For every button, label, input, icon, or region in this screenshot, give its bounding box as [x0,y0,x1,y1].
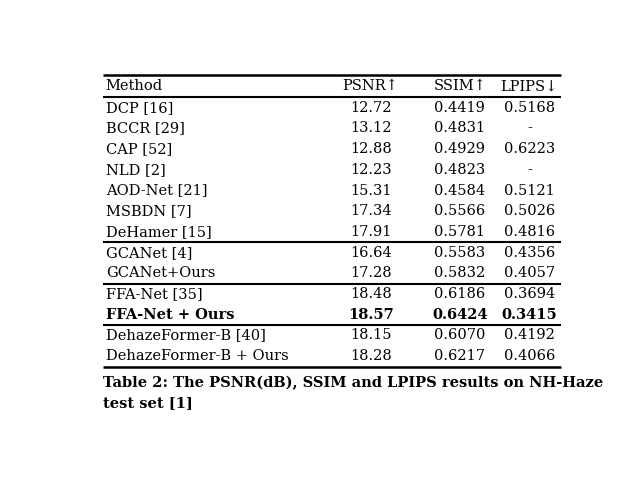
Text: 18.28: 18.28 [350,349,392,363]
Text: GCANet+Ours: GCANet+Ours [106,266,215,280]
Text: 17.34: 17.34 [350,204,392,218]
Text: 18.57: 18.57 [348,308,394,322]
Text: 13.12: 13.12 [350,122,392,135]
Text: DehazeFormer-B [40]: DehazeFormer-B [40] [106,329,266,343]
Text: 0.4584: 0.4584 [435,184,486,198]
Text: FFA-Net [35]: FFA-Net [35] [106,287,202,301]
Text: 18.48: 18.48 [350,287,392,301]
Text: -: - [527,163,532,177]
Text: 0.3694: 0.3694 [504,287,555,301]
Text: 12.72: 12.72 [350,101,392,115]
Text: 15.31: 15.31 [350,184,392,198]
Text: 0.6424: 0.6424 [432,308,488,322]
Text: 0.3415: 0.3415 [502,308,557,322]
Text: 0.5583: 0.5583 [435,246,486,259]
Text: 0.4929: 0.4929 [435,142,485,156]
Text: 0.5121: 0.5121 [504,184,555,198]
Text: DeHamer [15]: DeHamer [15] [106,225,212,239]
Text: 0.4419: 0.4419 [435,101,485,115]
Text: DehazeFormer-B + Ours: DehazeFormer-B + Ours [106,349,289,363]
Text: 12.23: 12.23 [350,163,392,177]
Text: 0.4192: 0.4192 [504,329,555,343]
Text: 0.5566: 0.5566 [435,204,486,218]
Text: 0.5832: 0.5832 [435,266,486,280]
Text: 0.4356: 0.4356 [504,246,555,259]
Text: -: - [527,122,532,135]
Text: 0.5168: 0.5168 [504,101,555,115]
Text: 18.15: 18.15 [350,329,392,343]
Text: FFA-Net + Ours: FFA-Net + Ours [106,308,234,322]
Text: SSIM↑: SSIM↑ [433,79,486,93]
Text: Table 2: The PSNR(dB), SSIM and LPIPS results on NH-Haze: Table 2: The PSNR(dB), SSIM and LPIPS re… [103,376,604,390]
Text: 16.64: 16.64 [350,246,392,259]
Text: AOD-Net [21]: AOD-Net [21] [106,184,207,198]
Text: CAP [52]: CAP [52] [106,142,172,156]
Text: 0.4831: 0.4831 [435,122,486,135]
Text: 0.4057: 0.4057 [504,266,555,280]
Text: 17.28: 17.28 [350,266,392,280]
Text: GCANet [4]: GCANet [4] [106,246,192,259]
Text: 0.4823: 0.4823 [435,163,486,177]
Text: 12.88: 12.88 [350,142,392,156]
Text: 0.4066: 0.4066 [504,349,555,363]
Text: 0.6217: 0.6217 [435,349,485,363]
Text: 17.91: 17.91 [350,225,391,239]
Text: 0.5781: 0.5781 [435,225,485,239]
Text: DCP [16]: DCP [16] [106,101,173,115]
Text: LPIPS↓: LPIPS↓ [500,79,558,93]
Text: 0.6186: 0.6186 [435,287,486,301]
Text: Method: Method [106,79,163,93]
Text: 0.5026: 0.5026 [504,204,555,218]
Text: PSNR↑: PSNR↑ [342,79,399,93]
Text: BCCR [29]: BCCR [29] [106,122,185,135]
Text: 0.6070: 0.6070 [435,329,486,343]
Text: test set [1]: test set [1] [103,396,193,410]
Text: NLD [2]: NLD [2] [106,163,166,177]
Text: MSBDN [7]: MSBDN [7] [106,204,191,218]
Text: 0.6223: 0.6223 [504,142,555,156]
Text: 0.4816: 0.4816 [504,225,555,239]
